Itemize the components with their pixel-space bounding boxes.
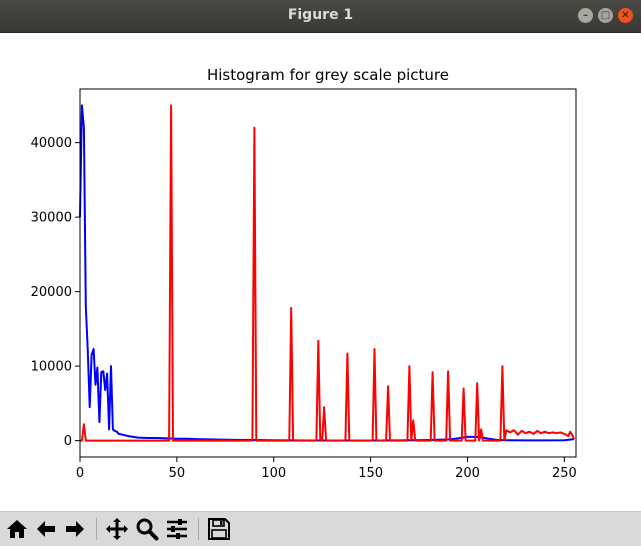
toolbar-separator bbox=[96, 518, 97, 540]
home-icon bbox=[7, 520, 27, 538]
home-button[interactable] bbox=[5, 517, 29, 541]
window-title: Figure 1 bbox=[287, 7, 354, 23]
y-tick-label: 20000 bbox=[31, 285, 72, 300]
axes-layer: 0 50 100 150 200 250 0 10000 20000 30000 40000 bbox=[31, 136, 577, 481]
save-button[interactable] bbox=[207, 517, 231, 541]
forward-arrow-icon bbox=[66, 521, 84, 537]
histogram-chart: Histogram for grey scale picture 0 50 100 1… bbox=[31, 66, 577, 481]
pan-icon bbox=[106, 518, 128, 540]
forward-button[interactable] bbox=[63, 517, 87, 541]
subplots-config-icon bbox=[167, 519, 187, 539]
window-titlebar[interactable]: Figure 1 – □ ✕ bbox=[0, 0, 641, 33]
configure-subplots-button[interactable] bbox=[165, 517, 189, 541]
pan-button[interactable] bbox=[105, 517, 129, 541]
back-arrow-icon bbox=[37, 521, 55, 537]
maximize-button[interactable]: □ bbox=[598, 8, 613, 23]
navigation-toolbar bbox=[0, 511, 641, 546]
zoom-icon bbox=[136, 518, 159, 541]
x-tick-label: 250 bbox=[552, 466, 577, 481]
save-icon bbox=[208, 518, 230, 540]
x-tick-label: 200 bbox=[455, 466, 480, 481]
series-line-0 bbox=[79, 104, 575, 442]
x-tick-label: 100 bbox=[261, 466, 286, 481]
y-tick-label: 0 bbox=[64, 434, 72, 449]
back-button[interactable] bbox=[34, 517, 58, 541]
minimize-button[interactable]: – bbox=[578, 8, 593, 23]
figure-canvas[interactable]: Histogram for grey scale picture 0 50 100 1… bbox=[0, 33, 641, 511]
zoom-button[interactable] bbox=[135, 517, 159, 541]
x-tick-label: 150 bbox=[358, 466, 383, 481]
x-tick-label: 0 bbox=[76, 466, 84, 481]
series-line-1 bbox=[80, 104, 576, 442]
x-tick-label: 50 bbox=[169, 466, 186, 481]
y-tick-label: 10000 bbox=[31, 360, 72, 375]
chart-title: Histogram for grey scale picture bbox=[207, 66, 449, 84]
y-tick-label: 40000 bbox=[31, 136, 72, 151]
toolbar-separator bbox=[198, 518, 199, 540]
plot-layer bbox=[79, 104, 576, 442]
plot-frame bbox=[79, 88, 577, 458]
y-tick-label: 30000 bbox=[31, 211, 72, 226]
close-button[interactable]: ✕ bbox=[618, 8, 633, 23]
